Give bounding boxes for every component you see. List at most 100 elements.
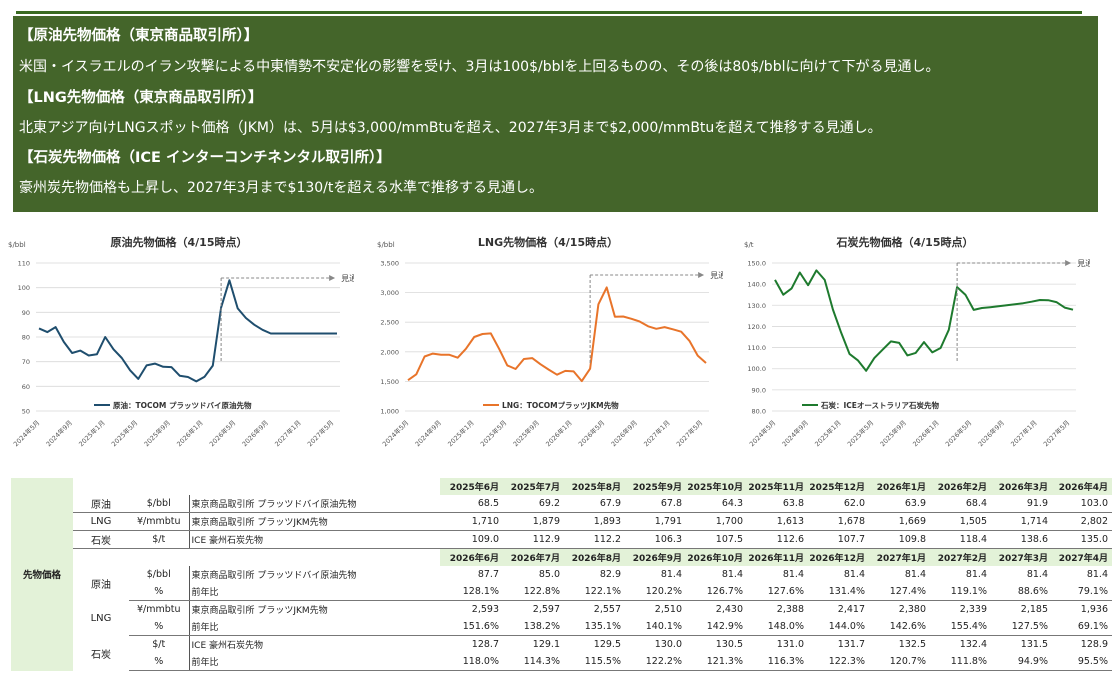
- price-value: 2,597: [532, 604, 560, 615]
- price-value: 138.6: [989, 530, 1050, 549]
- price-value: 91.6: [1110, 495, 1112, 513]
- y-tick-label: 1,000: [380, 408, 399, 416]
- price-value: 109.8: [867, 530, 928, 549]
- futures-table: 先物価格 2025年6月 2025年7月 2025年8月 2025年9月 2025年10月…: [11, 478, 1112, 686]
- price-value: 112.9: [501, 530, 562, 549]
- month-header: 2027年4月: [1050, 548, 1110, 566]
- x-tick-label: 2026年1月: [911, 418, 941, 448]
- price-value: 81.4: [1110, 566, 1112, 583]
- x-tick-label: 2024年9月: [44, 418, 74, 448]
- x-tick-label: 2025年9月: [511, 418, 541, 448]
- price-value: 2,339: [959, 604, 987, 615]
- yoy-value: 115.5%: [562, 653, 623, 671]
- pct-unit-label: %: [129, 583, 189, 601]
- price-value: 85.0: [538, 569, 560, 580]
- legend-label: LNG：TOCOMプラッツJKM先物: [502, 400, 619, 410]
- x-tick-label: 2026年1月: [175, 418, 205, 448]
- yoy-value: 114.3%: [501, 653, 562, 671]
- month-header: 2025年9月: [623, 478, 684, 495]
- price-value: 107.5: [684, 530, 745, 549]
- price-value: 81.4: [1086, 569, 1108, 580]
- unit-label: ¥/mmbtu: [129, 512, 189, 531]
- price-value: 67.8: [623, 495, 684, 513]
- price-value: 127.8: [1110, 530, 1112, 549]
- y-tick-label: 100.0: [747, 365, 766, 373]
- y-tick-label: 2,500: [380, 319, 399, 327]
- price-value: 131.5: [1020, 639, 1048, 650]
- x-tick-label: 2026年5月: [943, 418, 973, 448]
- unit-label: $/t: [129, 530, 189, 549]
- month-header: 2027年1月: [867, 548, 928, 566]
- blank-cell: [73, 478, 440, 495]
- y-tick-label: 2,000: [380, 348, 399, 356]
- x-tick-label: 2025年1月: [813, 418, 843, 448]
- month-header: 2025年11月: [745, 478, 806, 495]
- price-value: 1,791: [623, 512, 684, 531]
- series-line: [38, 279, 337, 383]
- x-tick-label: 2027年5月: [1041, 418, 1071, 448]
- yoy-value: 126.7%: [684, 583, 745, 601]
- lng-text: 北東アジア向けLNGスポット価格（JKM）は、5月は$3,000/mmBtuを超…: [19, 120, 882, 136]
- yoy-value: 79.1%: [1050, 583, 1110, 601]
- x-tick-label: 2026年9月: [240, 418, 270, 448]
- y-tick-label: 1,500: [380, 378, 399, 386]
- price-value: 1,669: [867, 512, 928, 531]
- price-value: 87.7: [477, 569, 499, 580]
- y-tick-label: 60: [22, 383, 30, 391]
- price-value: 129.1: [532, 639, 560, 650]
- price-value: 131.7: [837, 639, 865, 650]
- x-tick-label: 2026年9月: [976, 418, 1006, 448]
- price-row: 原油 $/bbl 東京商品取引所 プラッツドバイ原油先物 68.5 69.2 67.9 67…: [11, 495, 1112, 513]
- price-value: 130.5: [715, 639, 743, 650]
- price-value: 81.4: [782, 569, 804, 580]
- side-label: 先物価格: [11, 478, 73, 671]
- month-header: 2027年5月: [1110, 548, 1112, 566]
- month-header-row: 先物価格 2025年6月 2025年7月 2025年8月 2025年9月 2025年10月…: [11, 478, 1112, 671]
- price-value: 1,613: [745, 512, 806, 531]
- price-value: 81.4: [965, 569, 987, 580]
- yoy-value: 88.6%: [989, 583, 1050, 601]
- price-value: 63.8: [745, 495, 806, 513]
- price-value: 81.4: [843, 569, 865, 580]
- month-header: 2026年3月: [989, 478, 1050, 495]
- y-axis-unit: $/bbl: [377, 241, 395, 249]
- commodity-label: LNG: [90, 612, 112, 624]
- unit-label: ¥/mmbtu: [136, 604, 181, 615]
- unit-label: $/bbl: [129, 495, 189, 513]
- price-value: 2,510: [654, 604, 682, 615]
- price-value: 106.3: [623, 530, 684, 549]
- x-tick-label: 2025年5月: [478, 418, 508, 448]
- yoy-value: 116.3%: [745, 653, 806, 671]
- x-tick-label: 2024年9月: [413, 418, 443, 448]
- month-header: 2027年3月: [989, 548, 1050, 566]
- pct-unit-label: %: [129, 653, 189, 671]
- yoy-row: % 前年比 151.6% 138.2% 135.1% 140.1% 142.9% 148.0%…: [11, 618, 1112, 636]
- price-value: 1,879: [501, 512, 562, 531]
- month-header: 2026年10月: [684, 548, 745, 566]
- y-tick-label: 90.0: [752, 386, 766, 394]
- yoy-value: 148.0%: [745, 618, 806, 636]
- unit-label: $/bbl: [146, 569, 171, 580]
- price-value: 129.5: [593, 639, 621, 650]
- price-row: 石炭 $/t ICE 豪州石炭先物 109.0 112.9 112.2 106.3 107.5…: [11, 530, 1112, 549]
- yoy-value: 144.0%: [806, 618, 867, 636]
- yoy-value: 142.6%: [867, 618, 928, 636]
- forecast-label: 見通し: [341, 273, 354, 283]
- price-value: 2,802: [1050, 512, 1110, 531]
- price-value: 103.0: [1050, 495, 1110, 513]
- y-tick-label: 150.0: [747, 260, 766, 268]
- outlook-banner: 【原油先物価格（東京商品取引所）】 米国・イスラエルのイラン攻撃による中東情勢不…: [13, 16, 1098, 212]
- price-value: 2,593: [471, 604, 499, 615]
- price-value: 1,714: [989, 512, 1050, 531]
- chart-title: LNG先物価格（4/15時点）: [478, 235, 618, 249]
- blank-cell: [73, 549, 440, 567]
- x-tick-label: 2024年5月: [747, 418, 777, 448]
- top-rule: [16, 11, 1082, 14]
- price-value: 2,557: [593, 604, 621, 615]
- x-tick-label: 2027年5月: [674, 418, 704, 448]
- x-tick-label: 2025年9月: [142, 418, 172, 448]
- yoy-value: 119.1%: [928, 583, 989, 601]
- price-value: 109.0: [440, 530, 501, 549]
- legend-label: 原油：TOCOM プラッツドバイ原油先物: [113, 400, 252, 410]
- price-row: 原油 $/bbl 東京商品取引所 プラッツドバイ原油先物 87.7 85.0 82.9 81…: [11, 566, 1112, 591]
